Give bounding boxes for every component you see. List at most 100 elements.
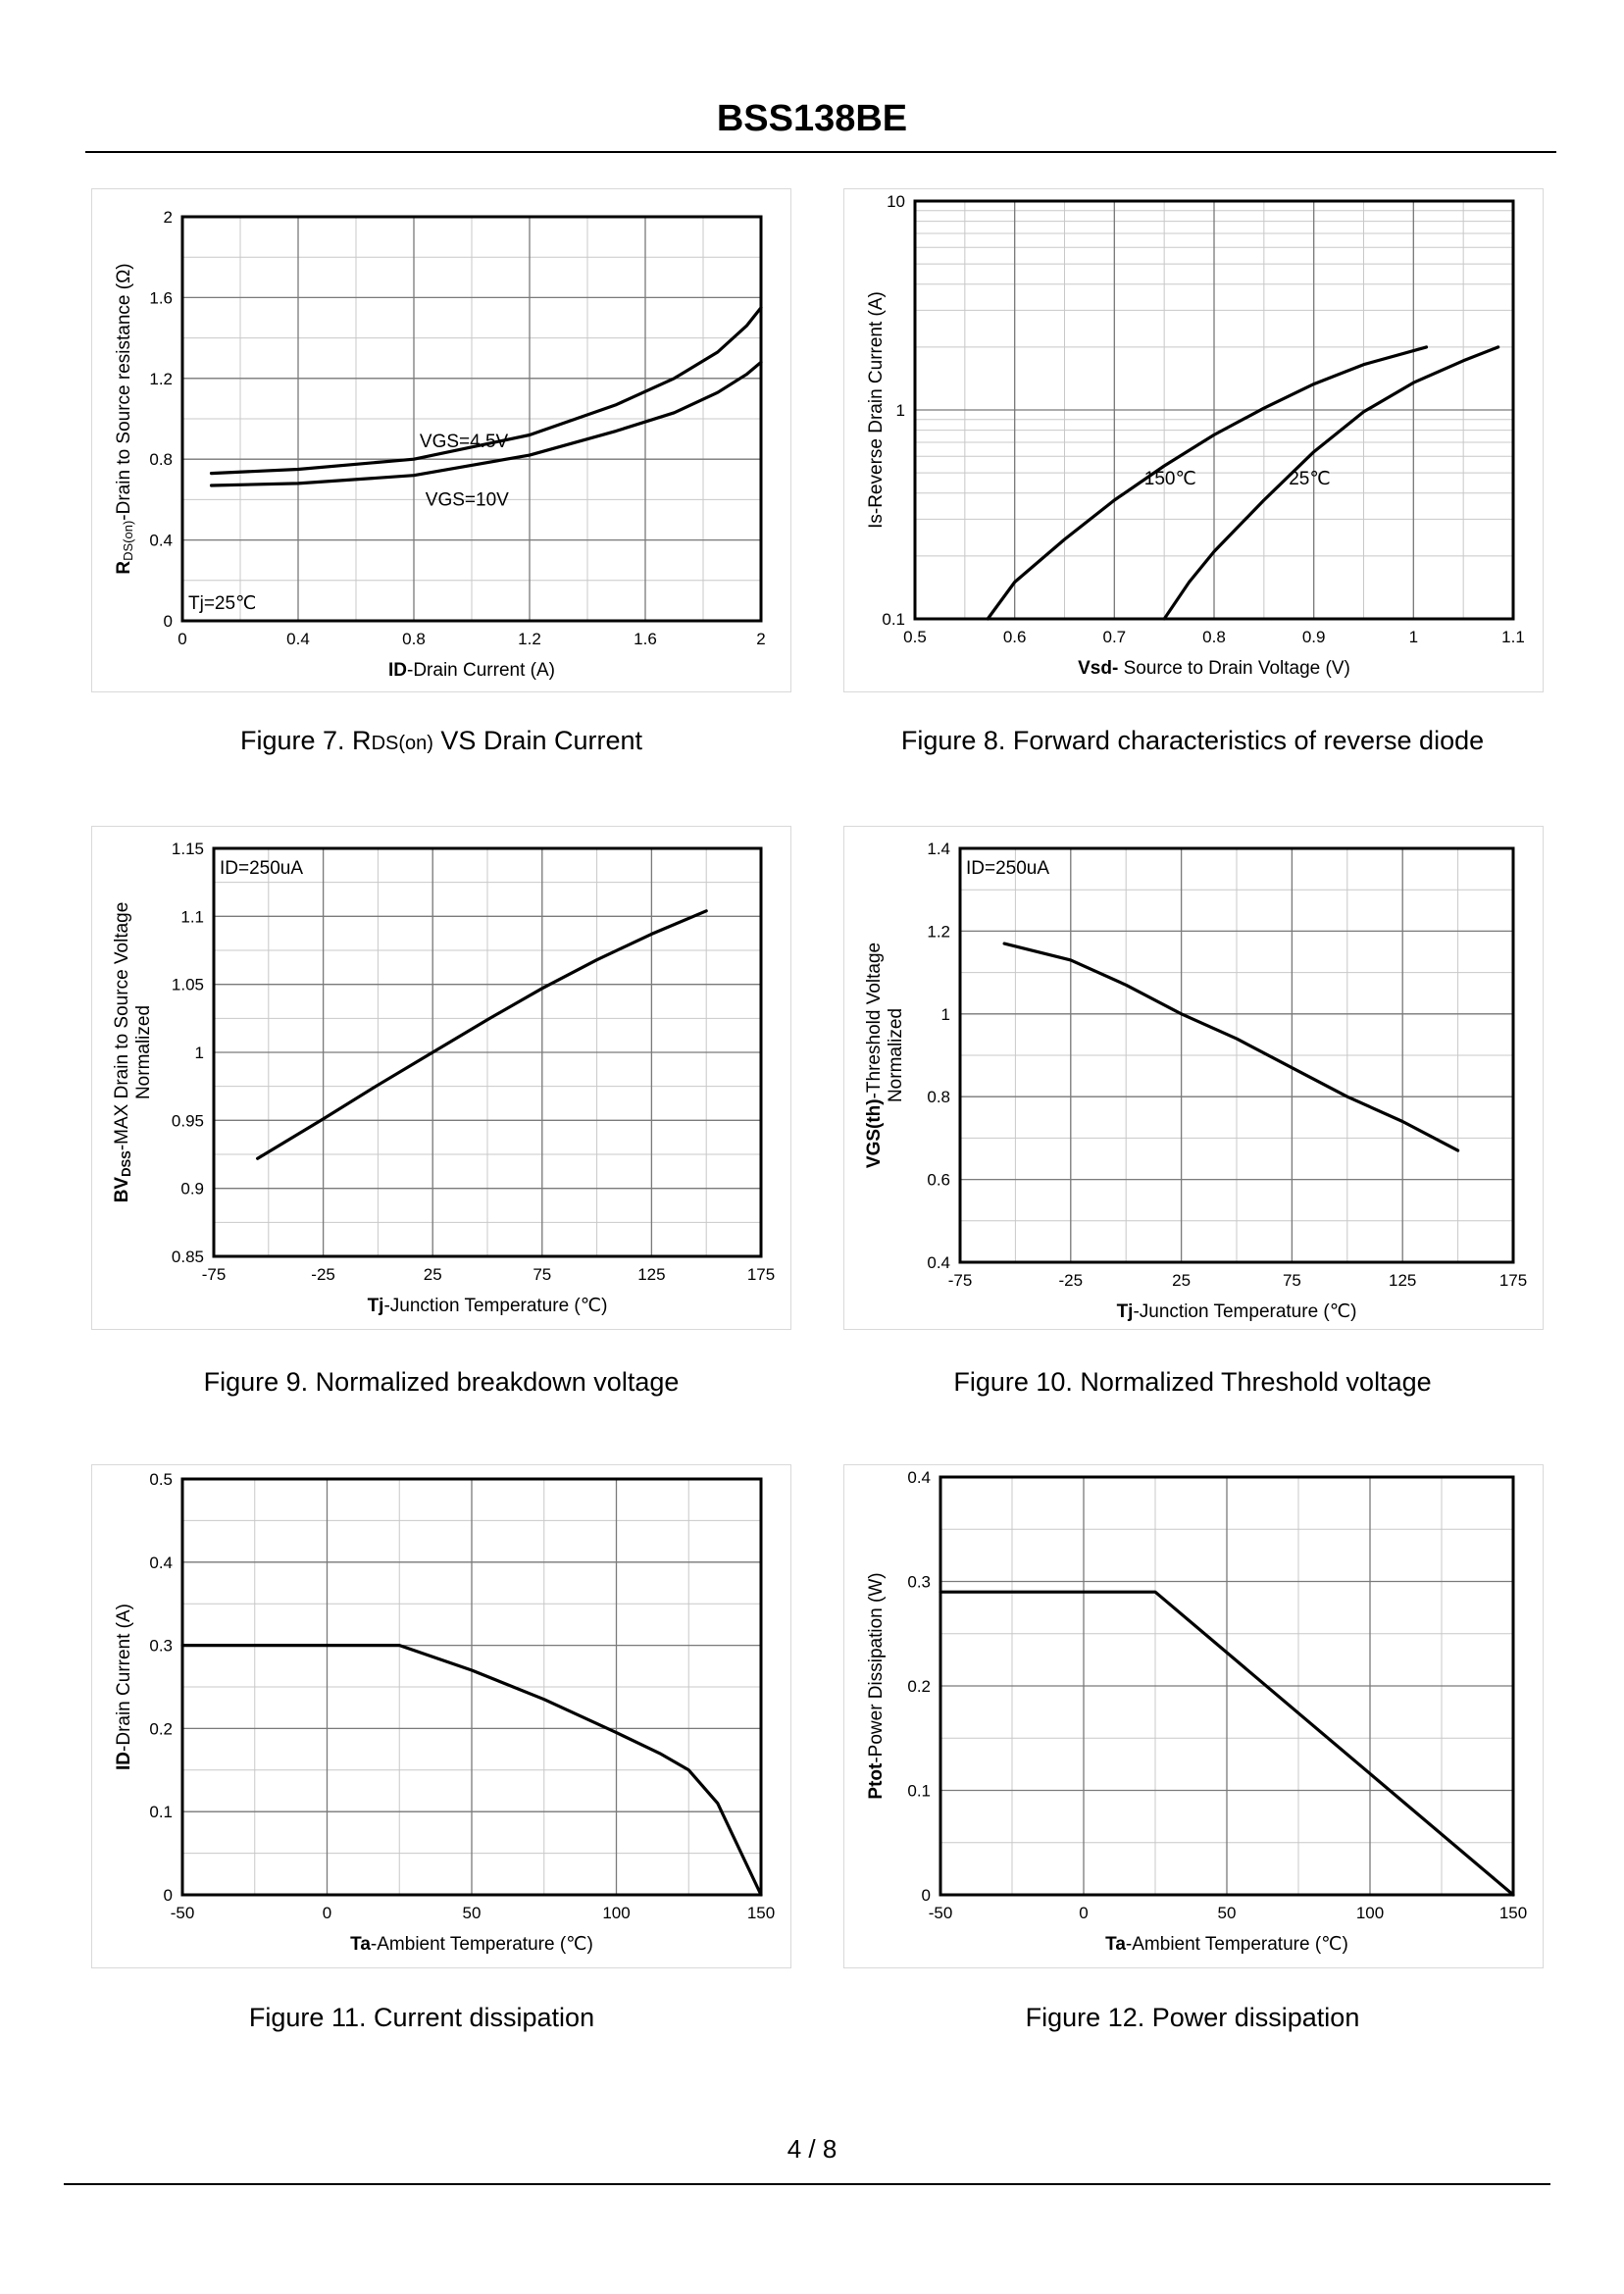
y-axis-label-line2: Normalized [133,1005,154,1099]
x-tick-label: 50 [463,1904,482,1922]
figure-7-caption: Figure 7. RDS(on) VS Drain Current [69,726,814,756]
x-tick-label: 25 [1172,1271,1191,1290]
y-axis-label: RDS(on)-Drain to Source resistance (Ω) [114,263,135,574]
y-tick-label: 1 [195,1044,204,1062]
x-tick-label: 0.6 [1003,628,1027,646]
y-tick-label: 1.05 [172,976,204,994]
condition-annotation: Tj=25℃ [188,593,256,614]
y-tick-label: 0.1 [907,1782,931,1801]
x-tick-label: 0.5 [903,628,927,646]
x-tick-label: 125 [637,1265,665,1284]
plot-frame [913,199,1515,621]
figure-11-chart: -50 0 50 100 150 0 0.1 0.2 0.3 0.4 0.5 Ta-Ambient T… [91,1464,791,1968]
y-tick-label: 0.1 [149,1803,173,1821]
x-tick-label: 0 [323,1904,331,1922]
y-tick-label: 0.85 [172,1248,204,1266]
figure-11-caption: Figure 11. Current dissipation [248,2003,595,2032]
y-axis-label-line2: Normalized [886,1008,906,1102]
series-line [180,1644,763,1897]
x-tick-label: -75 [202,1265,227,1284]
y-axis-label: Is-Reverse Drain Current (A) [866,291,887,529]
document-title: BSS138BE [716,98,908,139]
series-line [209,360,763,487]
y-tick-label: 0.4 [149,1554,173,1572]
x-tick-label: 150 [1499,1904,1527,1922]
y-axis-label: ID-Drain Current (A) [114,1604,134,1770]
y-tick-label: 0 [922,1886,931,1905]
y-tick-label: 1.6 [149,288,173,307]
plot-frame [958,846,1515,1264]
y-tick-label: 0.8 [927,1088,950,1106]
x-tick-label: 25 [424,1265,442,1284]
x-axis-label: ID-Drain Current (A) [388,660,555,681]
x-tick-label: 1.1 [1501,628,1525,646]
plot-frame [212,846,763,1258]
x-tick-label: 75 [1283,1271,1301,1290]
x-axis-label: Ta-Ambient Temperature (℃) [350,1934,593,1955]
figure-9-caption: Figure 9. Normalized breakdown voltage [203,1367,680,1397]
x-tick-label: 0 [1079,1904,1088,1922]
y-tick-label: 1.1 [180,907,204,926]
series-line [1002,942,1460,1152]
x-tick-label: -50 [929,1904,953,1922]
y-tick-label: 1.4 [927,840,950,858]
y-tick-label: 2 [164,208,173,227]
series-line [986,345,1429,621]
x-tick-label: 175 [747,1265,775,1284]
figure-10-chart: -75 -25 25 75 125 175 0.4 0.6 0.8 1 1.2 1.4 Tj-Junct… [843,826,1544,1330]
x-tick-label: -50 [171,1904,195,1922]
series-line [1162,345,1500,621]
y-tick-label: 0.4 [907,1468,931,1487]
x-tick-label: 0 [178,630,186,648]
y-tick-label: 0.4 [927,1253,950,1272]
figure-10-caption: Figure 10. Normalized Threshold voltage [953,1367,1432,1397]
y-tick-label: 1.2 [927,922,950,941]
figure-12-caption: Figure 12. Power dissipation [1025,2003,1360,2032]
plot-area [180,1477,763,1897]
y-tick-label: 0 [164,612,173,631]
y-tick-label: 0.3 [907,1573,931,1592]
x-axis-label: Vsd- Source to Drain Voltage (V) [1078,658,1350,679]
x-tick-label: 0.8 [402,630,426,648]
x-axis-label: Tj-Junction Temperature (℃) [1117,1301,1357,1322]
figure-12-chart: -50 0 50 100 150 0 0.1 0.2 0.3 0.4 Ta-Ambient Temp… [843,1464,1544,1968]
y-tick-label: 1 [896,401,905,420]
x-tick-label: 0.4 [286,630,310,648]
x-axis-label: Tj-Junction Temperature (℃) [368,1296,608,1316]
x-tick-label: 125 [1389,1271,1416,1290]
x-tick-label: 100 [1356,1904,1384,1922]
y-tick-label: 1 [941,1005,950,1024]
y-tick-label: 0.8 [149,450,173,469]
x-tick-label: 0.8 [1202,628,1226,646]
x-tick-label: -25 [1059,1271,1084,1290]
x-tick-label: 100 [602,1904,630,1922]
plot-area [180,215,763,623]
figure-7-caption-part3: VS Drain Current [432,726,642,755]
page-number: 4 / 8 [787,2134,837,2164]
condition-annotation: ID=250uA [220,858,303,879]
series-label: 150℃ [1144,469,1196,489]
plot-frame [180,215,763,623]
y-tick-label: 0.6 [927,1171,950,1190]
y-tick-label: 0.1 [882,610,905,629]
condition-annotation: ID=250uA [966,858,1049,879]
figure-7-caption-part1: Figure 7. R [240,726,372,755]
x-tick-label: 175 [1499,1271,1527,1290]
y-tick-label: 0.5 [149,1470,173,1489]
series-line [209,306,763,476]
x-axis-label: Ta-Ambient Temperature (℃) [1105,1934,1348,1955]
y-tick-label: 0.95 [172,1111,204,1130]
figure-7-caption-sub: DS(on) [371,733,433,754]
y-axis-label: VGS(th)-Threshold Voltage [864,943,885,1168]
y-tick-label: 10 [887,192,905,211]
x-tick-label: 50 [1218,1904,1237,1922]
series-line [939,1590,1515,1897]
x-tick-label: 0.9 [1302,628,1326,646]
y-tick-label: 0.3 [149,1637,173,1656]
plot-frame [180,1477,763,1897]
series-label: VGS=10V [426,490,509,511]
y-tick-label: 0.2 [149,1719,173,1738]
figure-7-chart: 0 0.4 0.8 1.2 1.6 2 0 0.4 0.8 1.2 1.6 2 ID-Drain Cur… [91,188,791,692]
x-tick-label: 150 [747,1904,775,1922]
header-rule [85,151,1556,153]
